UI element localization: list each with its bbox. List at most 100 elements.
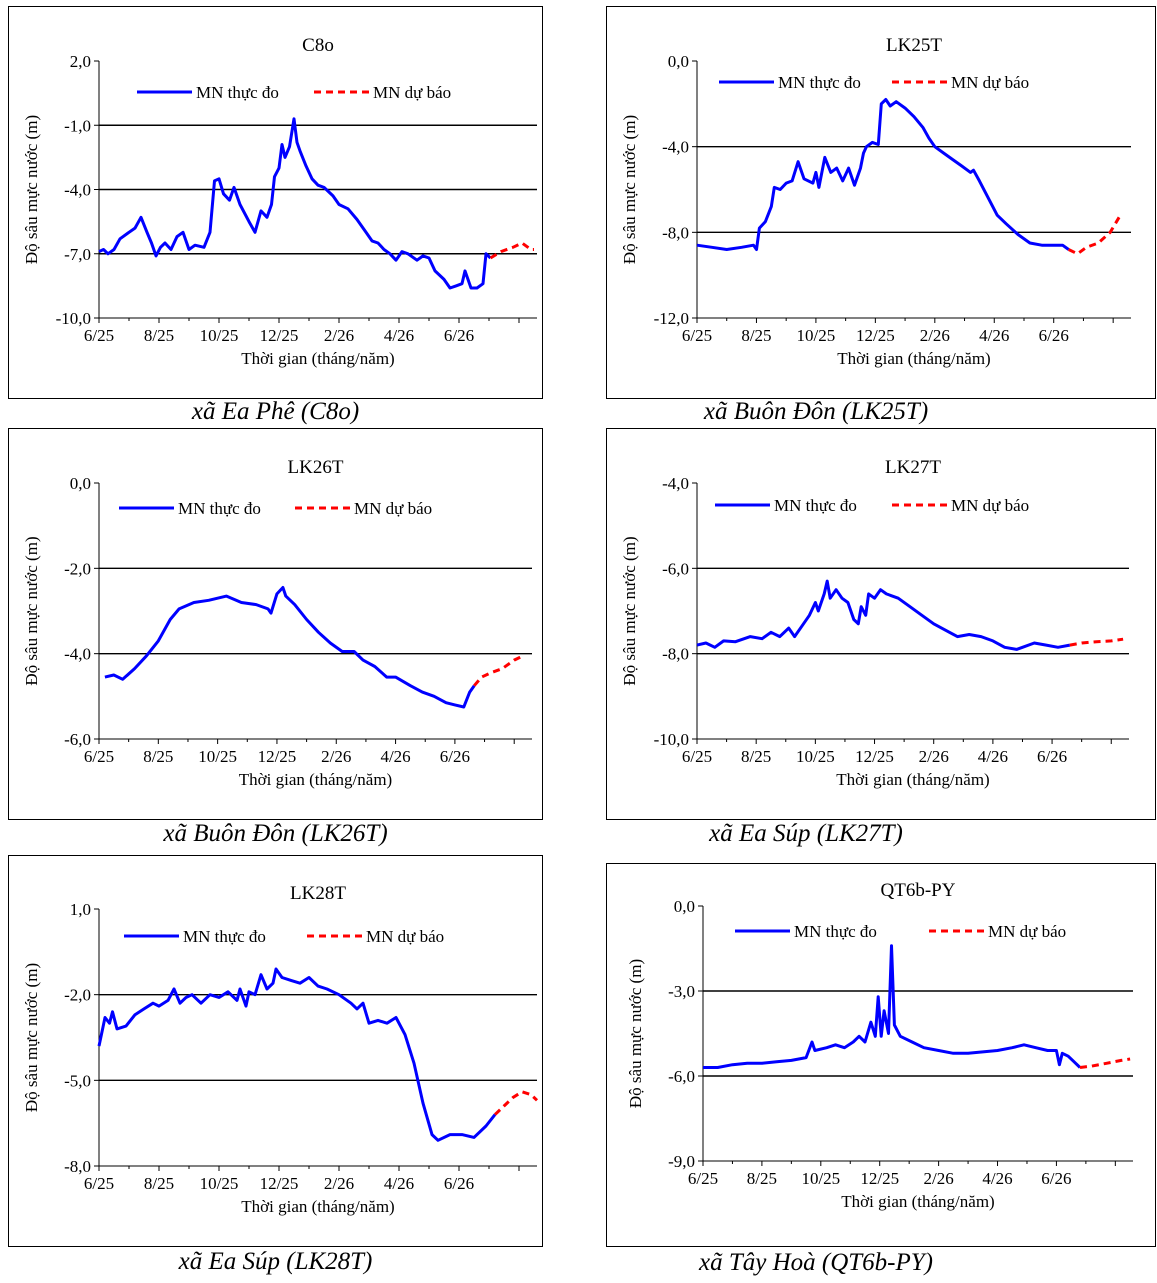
y-tick-label: -9,0	[668, 1152, 695, 1171]
chart-panel-lk25t: LK25T 0,0 -4,0 -8,0 -12,0 6/25 8/25 10/25 12/25 2…	[606, 6, 1156, 426]
x-tick-label: 12/25	[260, 1174, 299, 1193]
legend-label-forecast: MN dự báo	[951, 496, 1029, 515]
x-tick-label: 6/26	[1037, 747, 1067, 766]
x-tick-label: 4/26	[380, 747, 410, 766]
y-tick-label: -5,0	[64, 1071, 91, 1090]
series-line-observed	[696, 579, 1071, 651]
chart-caption: xã Buôn Đôn (LK25T)	[703, 398, 929, 425]
x-tick-label: 2/26	[919, 747, 949, 766]
legend-label-forecast: MN dự báo	[988, 922, 1066, 941]
chart-title: QT6b-PY	[881, 880, 956, 901]
series-line-observed	[703, 944, 1082, 1069]
x-tick-label: 10/25	[200, 326, 239, 345]
series-line-observed	[98, 117, 492, 290]
legend-label-observed: MN thực đo	[794, 922, 877, 941]
y-axis-label: Độ sâu mực nước (m)	[22, 963, 41, 1112]
chart-frame: LK26T 0,0 -2,0 -4,0 -6,0 6/25 8/25 10/25 12/25 2/…	[8, 428, 543, 820]
x-tick-label: 6/25	[682, 747, 712, 766]
x-tick-label: 6/26	[444, 1174, 474, 1193]
chart-caption: xã Ea Phê (C8o)	[191, 398, 360, 425]
x-axis-label: Thời gian (tháng/năm)	[241, 1197, 394, 1216]
y-tick-label: -10,0	[56, 309, 91, 328]
y-tick-label: -2,0	[64, 559, 91, 578]
x-tick-label: 4/26	[384, 326, 414, 345]
x-tick-label: 10/25	[200, 1174, 239, 1193]
chart-panel-c8o: C8o 2,0 -1,0 -4,0 -7,0 -10,0 6/25 8/25 10/25 12/2…	[8, 6, 543, 426]
y-tick-label: -8,0	[64, 1157, 91, 1176]
chart-caption: xã Buôn Đôn (LK26T)	[163, 820, 388, 847]
x-tick-label: 4/26	[384, 1174, 414, 1193]
x-tick-label: 6/25	[84, 326, 114, 345]
y-tick-label: -6,0	[64, 730, 91, 749]
y-axis-label: Độ sâu mực nước (m)	[626, 959, 645, 1108]
legend-label-forecast: MN dự báo	[951, 73, 1029, 92]
x-tick-label: 4/26	[978, 747, 1008, 766]
y-tick-label: -2,0	[64, 986, 91, 1005]
x-tick-label: 6/26	[1039, 326, 1069, 345]
legend-label-observed: MN thực đo	[196, 83, 279, 102]
y-tick-label: -6,0	[662, 559, 689, 578]
y-axis-label: Độ sâu mực nước (m)	[620, 536, 639, 685]
chart-panel-lk28t: LK28T 1,0 -2,0 -5,0 -8,0 6/25 8/25 10/25 12/25 2/…	[8, 855, 543, 1280]
x-tick-label: 6/25	[84, 747, 114, 766]
y-tick-label: 0,0	[70, 474, 91, 493]
x-axis-label: Thời gian (tháng/năm)	[841, 1192, 994, 1211]
x-tick-label: 12/25	[860, 1169, 899, 1188]
series-line-forecast	[493, 1090, 539, 1116]
y-tick-label: -1,0	[64, 116, 91, 135]
x-tick-label: 6/25	[84, 1174, 114, 1193]
chart-panel-lk27t: LK27T -4,0 -6,0 -8,0 -10,0 6/25 8/25 10/25 12/25…	[606, 428, 1156, 853]
y-tick-label: -8,0	[662, 645, 689, 664]
y-tick-label: -4,0	[64, 181, 91, 200]
series-line-observed	[97, 967, 497, 1142]
x-tick-label: 2/26	[321, 747, 351, 766]
y-tick-label: 0,0	[674, 897, 695, 916]
x-tick-label: 8/25	[143, 747, 173, 766]
x-tick-label: 12/25	[258, 747, 297, 766]
y-tick-label: -4,0	[64, 645, 91, 664]
chart-svg: C8o 2,0 -1,0 -4,0 -7,0 -10,06/25 8/25 10/25 12/2…	[22, 35, 537, 368]
chart-panel-lk26t: LK26T 0,0 -2,0 -4,0 -6,0 6/25 8/25 10/25 12/25 2/…	[8, 428, 543, 853]
x-axis-label: Thời gian (tháng/năm)	[836, 770, 989, 789]
series-line-forecast	[473, 654, 524, 687]
chart-panel-qt6b-py: QT6b-PY 0,0 -3,0 -6,0 -9,0 6/25 8/25 10/25 12/25…	[606, 855, 1156, 1283]
x-tick-label: 12/25	[855, 747, 894, 766]
x-tick-label: 2/26	[923, 1169, 953, 1188]
chart-caption: xã Ea Súp (LK28T)	[178, 1248, 373, 1275]
x-tick-label: 6/26	[444, 326, 474, 345]
legend-label-observed: MN thực đo	[778, 73, 861, 92]
x-tick-label: 8/25	[144, 1174, 174, 1193]
x-tick-label: 10/25	[801, 1169, 840, 1188]
series-line-forecast	[1067, 213, 1123, 256]
chart-title: LK26T	[288, 457, 344, 478]
y-tick-label: -4,0	[662, 138, 689, 157]
y-tick-label: -8,0	[662, 223, 689, 242]
chart-frame: C8o 2,0 -1,0 -4,0 -7,0 -10,0 6/25 8/25 10/25 12/2…	[8, 6, 543, 399]
chart-caption: xã Ea Súp (LK27T)	[709, 820, 903, 847]
x-axis-label: Thời gian (tháng/năm)	[837, 349, 990, 368]
chart-title: LK27T	[885, 457, 941, 478]
x-tick-label: 8/25	[747, 1169, 777, 1188]
x-tick-label: 12/25	[260, 326, 299, 345]
x-tick-label: 6/26	[440, 747, 470, 766]
y-tick-label: -12,0	[654, 309, 689, 328]
x-tick-label: 6/25	[682, 326, 712, 345]
chart-svg: QT6b-PY 0,0 -3,0 -6,0 -9,06/25 8/25 10/25 12/25…	[626, 880, 1133, 1211]
x-tick-label: 4/26	[979, 326, 1009, 345]
x-tick-label: 10/25	[198, 747, 237, 766]
chart-svg: LK25T 0,0 -4,0 -8,0 -12,06/25 8/25 10/25 12/25 2…	[620, 35, 1131, 368]
x-tick-label: 12/25	[856, 326, 895, 345]
legend-label-observed: MN thực đo	[178, 499, 261, 518]
series-line-forecast	[489, 241, 534, 260]
y-tick-label: 1,0	[70, 900, 91, 919]
chart-title: LK28T	[290, 883, 346, 904]
legend-label-forecast: MN dự báo	[354, 499, 432, 518]
x-tick-label: 2/26	[920, 326, 950, 345]
chart-svg: LK26T 0,0 -2,0 -4,0 -6,06/25 8/25 10/25 12/25 2/…	[22, 457, 532, 789]
y-tick-label: 2,0	[70, 52, 91, 71]
chart-svg: LK27T -4,0 -6,0 -8,0 -10,06/25 8/25 10/25 12/25…	[620, 457, 1129, 789]
legend-label-observed: MN thực đo	[774, 496, 857, 515]
legend-label-forecast: MN dự báo	[373, 83, 451, 102]
chart-svg: LK28T 1,0 -2,0 -5,0 -8,06/25 8/25 10/25 12/25 2/…	[22, 883, 539, 1216]
x-tick-label: 2/26	[324, 326, 354, 345]
